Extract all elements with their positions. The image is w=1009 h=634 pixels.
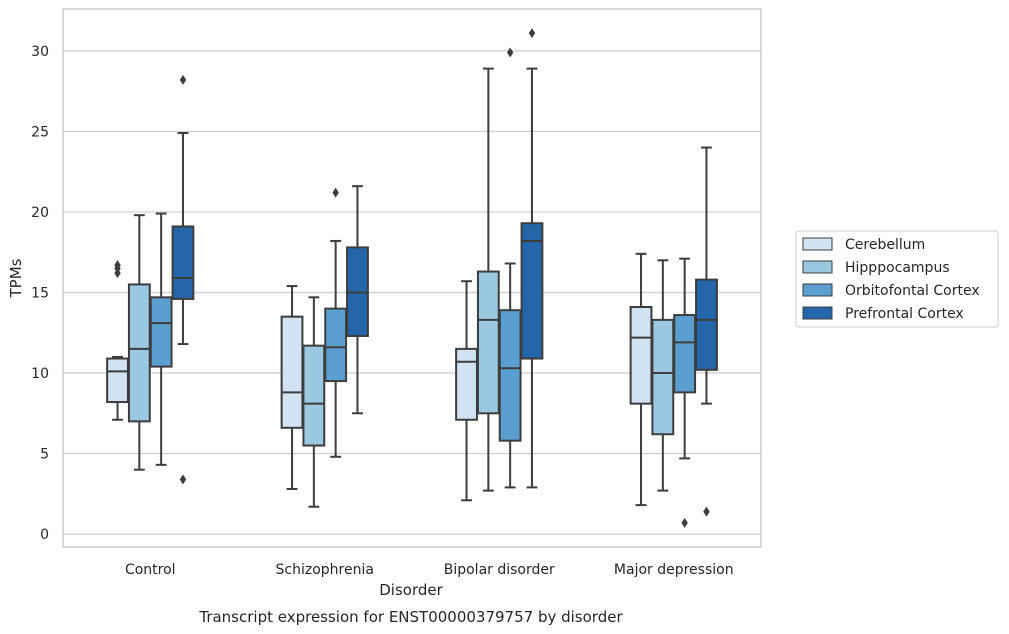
box [324, 307, 348, 383]
box-group [651, 259, 675, 492]
outlier-point [681, 517, 688, 528]
y-tick-label: 30 [31, 44, 49, 60]
y-tick-label: 0 [40, 527, 49, 543]
box [149, 296, 173, 368]
legend-frame [795, 230, 999, 328]
box [629, 305, 653, 405]
legend-swatch-hippocampus [802, 260, 833, 274]
legend-label-hippocampus: Hipppocampus [845, 260, 950, 276]
box-group [302, 296, 326, 508]
box-group [673, 257, 697, 528]
x-tick-label: Bipolar disorder [444, 562, 555, 578]
box [651, 318, 675, 436]
x-tick-labels: Control Schizophrenia Bipolar disorder Majo… [125, 562, 734, 578]
y-tick-label: 5 [40, 447, 49, 463]
y-axis-label: TPMs [7, 258, 25, 298]
box-group [346, 185, 369, 415]
x-tick-label: Schizophrenia [276, 562, 374, 578]
legend-label-cerebellum: Cerebellum [845, 237, 925, 253]
box [280, 315, 304, 429]
box-group [171, 74, 195, 485]
y-tick-labels: 0 5 10 15 20 25 30 [31, 44, 49, 543]
y-tick-label: 25 [31, 124, 49, 140]
legend-swatch-orbitofrontal [802, 283, 833, 297]
box-group [149, 212, 173, 466]
box [455, 347, 478, 421]
legend-swatch-cerebellum [802, 237, 833, 251]
y-tick-label: 15 [31, 285, 49, 301]
box-group [280, 285, 304, 491]
y-tick-label: 10 [31, 366, 49, 382]
box [695, 278, 718, 371]
box-group [629, 252, 653, 507]
outlier-point [114, 260, 121, 271]
box-group [106, 260, 129, 421]
box-group [127, 214, 151, 471]
outlier-point [703, 506, 710, 517]
x-axis-label: Disorder [379, 581, 443, 599]
outlier-point [332, 187, 339, 198]
outlier-point [179, 474, 187, 485]
box-group [520, 28, 544, 489]
box-group [695, 146, 718, 517]
legend: Cerebellum Hipppocampus Orbitofontal Cor… [795, 230, 999, 328]
box-group [455, 280, 478, 502]
legend-label-prefrontal: Prefrontal Cortex [845, 306, 964, 322]
outlier-point [179, 74, 187, 85]
legend-label-orbitofrontal: Orbitofontal Cortex [845, 283, 980, 299]
box-group [476, 67, 500, 492]
box [520, 222, 544, 360]
chart-caption: Transcript expression for ENST0000037975… [198, 608, 623, 626]
box-group [324, 187, 348, 458]
box-series [106, 28, 718, 528]
box [673, 314, 697, 394]
box-group [498, 47, 522, 489]
box [302, 344, 326, 447]
box [476, 270, 500, 415]
plot-frame [62, 8, 762, 548]
box [498, 309, 522, 442]
outlier-point [506, 47, 514, 58]
x-tick-label: Control [125, 562, 176, 578]
outlier-point [528, 28, 536, 39]
grid-lines [63, 50, 761, 535]
box [127, 283, 151, 423]
x-tick-label: Major depression [614, 562, 734, 578]
box [106, 357, 129, 404]
legend-swatch-prefrontal [802, 306, 833, 320]
y-tick-label: 20 [31, 205, 49, 221]
box [171, 225, 195, 300]
